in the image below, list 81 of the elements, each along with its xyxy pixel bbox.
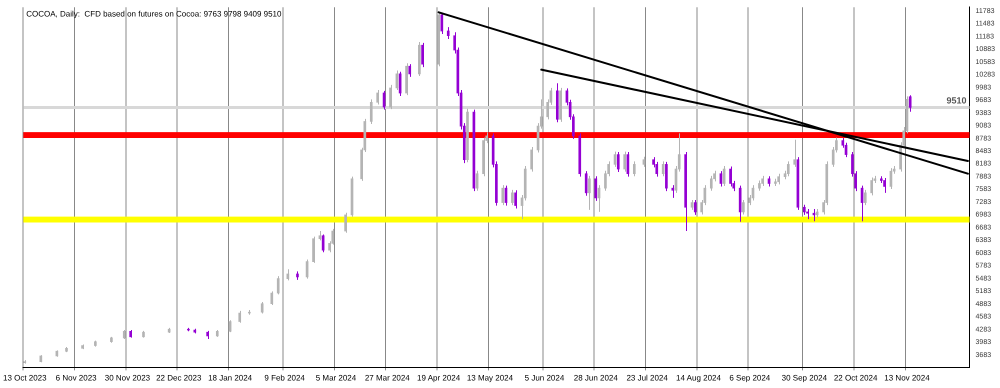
- candlestick: [594, 176, 598, 202]
- candlestick: [322, 234, 324, 253]
- candlestick: [396, 70, 398, 91]
- candlestick: [616, 152, 620, 173]
- x-tick-label: 13 May 2024: [466, 373, 514, 382]
- candlestick: [761, 175, 764, 187]
- candlestick: [476, 170, 478, 192]
- candlestick: [312, 236, 315, 264]
- candlestick: [238, 310, 242, 324]
- candlestick: [344, 212, 347, 234]
- candlestick: [860, 185, 864, 222]
- candlestick: [722, 166, 726, 187]
- candlestick: [228, 320, 232, 333]
- candlestick: [530, 146, 533, 172]
- candlestick: [758, 180, 761, 192]
- x-tick-label: 13 Oct 2023: [3, 373, 48, 382]
- candlestick: [598, 184, 600, 212]
- ref-line-label: 9510: [946, 95, 967, 106]
- x-tick-label: 9 Feb 2024: [264, 373, 306, 382]
- candlestick: [806, 208, 809, 220]
- candlestick: [802, 204, 806, 216]
- candlestick: [588, 175, 591, 210]
- chart-title: COCOA, Daily: CFD based on futures on Cocoa: 9763 9798 9409 9510: [26, 9, 282, 18]
- candlestick: [306, 259, 308, 280]
- candlestick: [786, 160, 790, 177]
- x-tick-label: 18 Jan 2024: [208, 373, 253, 382]
- candlestick: [908, 94, 912, 112]
- candlestick: [389, 84, 392, 110]
- candlestick: [270, 290, 274, 306]
- x-tick-label: 28 Jun 2024: [574, 373, 618, 382]
- candlestick: [446, 26, 450, 40]
- x-tick-label: 30 Nov 2023: [104, 373, 151, 382]
- candlestick: [768, 176, 770, 187]
- x-tick-label: 22 Oct 2024: [834, 373, 878, 382]
- candlestick: [408, 64, 412, 78]
- candlestick: [276, 276, 280, 295]
- candlestick: [870, 177, 874, 196]
- candlestick: [382, 90, 386, 110]
- candlestick: [370, 98, 373, 125]
- candlestick: [729, 166, 732, 187]
- candlestick: [514, 190, 517, 210]
- x-tick-label: 13 Nov 2024: [884, 373, 930, 382]
- x-tick-label: 5 Jun 2024: [524, 373, 565, 382]
- x-tick-label: 5 Mar 2024: [316, 373, 357, 382]
- candlestick: [864, 189, 867, 206]
- candlestick: [614, 151, 616, 168]
- candlestick: [626, 152, 630, 178]
- candlestick: [376, 90, 379, 105]
- candlestick: [752, 184, 754, 201]
- candlestick: [260, 301, 264, 314]
- x-tick-label: 22 Dec 2023: [156, 373, 202, 382]
- x-tick-label: 14 Aug 2024: [676, 373, 722, 382]
- candlestick: [318, 230, 322, 241]
- candlestick: [812, 208, 816, 222]
- candlestick: [501, 184, 504, 206]
- candlestick: [720, 170, 722, 187]
- x-tick-label: 23 Jul 2024: [626, 373, 668, 382]
- candlestick: [655, 161, 658, 178]
- candlestick: [584, 170, 588, 196]
- x-tick-label: 30 Sep 2024: [782, 373, 828, 382]
- x-tick-label: 6 Sep 2024: [729, 373, 771, 382]
- candlestick: [286, 268, 290, 281]
- x-tick-label: 6 Nov 2023: [56, 373, 98, 382]
- x-tick-label: 19 Apr 2024: [417, 373, 461, 382]
- candlestick: [710, 175, 713, 192]
- candlestick: [504, 185, 508, 206]
- candlestick: [690, 200, 694, 210]
- candlestick: [642, 156, 646, 168]
- candlestick: [883, 177, 886, 194]
- candlestick: [694, 200, 697, 216]
- candlestick: [890, 168, 892, 190]
- candlestick: [632, 160, 636, 177]
- candlestick: [511, 189, 514, 206]
- candlestick: [662, 160, 665, 177]
- candlestick: [623, 151, 626, 172]
- candlestick: [777, 173, 780, 185]
- candlestick: [398, 71, 402, 96]
- candlestick: [844, 142, 848, 158]
- candlestick: [421, 42, 424, 68]
- candlestick: [742, 200, 745, 215]
- x-tick-label: 27 Mar 2024: [364, 373, 410, 382]
